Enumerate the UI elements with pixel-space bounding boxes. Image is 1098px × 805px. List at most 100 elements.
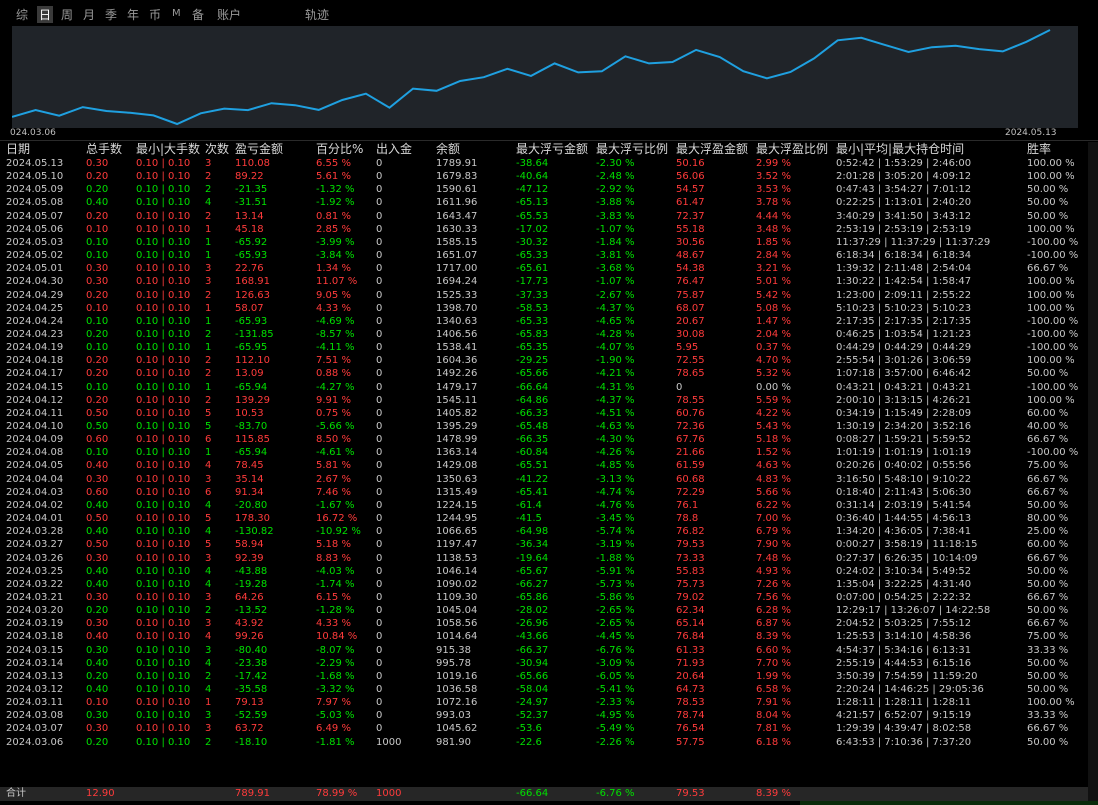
table-cell: 1:39:32 | 2:11:48 | 2:54:04 — [836, 263, 972, 275]
table-row[interactable]: 2024.04.18 0.20 0.10 | 0.10 2 112.10 7.51 % 0 1… — [0, 354, 1088, 367]
table-row[interactable]: 2024.04.05 0.40 0.10 | 0.10 4 78.45 5.81 % 0 14… — [0, 459, 1088, 472]
column-header[interactable]: 最小|大手数 — [136, 142, 201, 156]
tab-0[interactable]: 综 — [16, 8, 29, 22]
table-cell: 6.49 % — [316, 723, 351, 735]
table-row[interactable]: 2024.05.03 0.10 0.10 | 0.10 1 -65.92 -3.99 % 0… — [0, 236, 1088, 249]
table-row[interactable]: 2024.03.06 0.20 0.10 | 0.10 2 -18.10 -1.81 % 1… — [0, 736, 1088, 749]
table-cell: -4.69 % — [316, 315, 355, 327]
tab-10[interactable]: 轨迹 — [305, 8, 330, 22]
table-cell: 0 — [376, 381, 383, 393]
table-row[interactable]: 2024.04.15 0.10 0.10 | 0.10 1 -65.94 -4.27 % 0… — [0, 381, 1088, 394]
table-row[interactable]: 2024.05.07 0.20 0.10 | 0.10 2 13.14 0.81 % 0 16… — [0, 210, 1088, 223]
table-row[interactable]: 2024.04.24 0.10 0.10 | 0.10 1 -65.93 -4.69 % 0… — [0, 315, 1088, 328]
table-row[interactable]: 2024.03.18 0.40 0.10 | 0.10 4 99.26 10.84 % 0 1… — [0, 630, 1088, 643]
tab-1[interactable]: 日 — [37, 6, 54, 23]
table-cell: 4 — [205, 460, 212, 472]
column-header[interactable]: 胜率 — [1027, 142, 1052, 156]
tab-2[interactable]: 周 — [61, 8, 74, 22]
table-row[interactable]: 2024.05.13 0.30 0.10 | 0.10 3 110.08 6.55 % 0 1… — [0, 157, 1088, 170]
table-row[interactable]: 2024.05.01 0.30 0.10 | 0.10 3 22.76 1.34 % 0 17… — [0, 262, 1088, 275]
table-row[interactable]: 2024.03.25 0.40 0.10 | 0.10 4 -43.88 -4.03 % 0… — [0, 565, 1088, 578]
table-row[interactable]: 2024.05.02 0.10 0.10 | 0.10 1 -65.93 -3.84 % 0… — [0, 249, 1088, 262]
table-cell: 78.45 — [235, 460, 264, 472]
table-cell: 2024.03.22 — [6, 578, 64, 590]
table-row[interactable]: 2024.04.19 0.10 0.10 | 0.10 1 -65.95 -4.11 % 0… — [0, 341, 1088, 354]
table-row[interactable]: 2024.04.01 0.50 0.10 | 0.10 5 178.30 16.72 % 0… — [0, 512, 1088, 525]
table-row[interactable]: 2024.05.06 0.10 0.10 | 0.10 1 45.18 2.85 % 0 16… — [0, 223, 1088, 236]
column-header[interactable]: 出入金 — [376, 142, 413, 156]
table-row[interactable]: 2024.03.13 0.20 0.10 | 0.10 2 -17.42 -1.68 % 0… — [0, 670, 1088, 683]
table-row[interactable]: 2024.03.11 0.10 0.10 | 0.10 1 79.13 7.97 % 0 10… — [0, 696, 1088, 709]
table-cell: -23.38 — [235, 657, 268, 669]
table-cell: 2024.05.08 — [6, 197, 64, 209]
column-header[interactable]: 最大浮盈金额 — [676, 142, 749, 156]
table-cell: 0.20 — [86, 736, 109, 748]
column-header[interactable]: 最大浮亏金额 — [516, 142, 589, 156]
column-header[interactable]: 盈亏金额 — [235, 142, 284, 156]
table-row[interactable]: 2024.04.12 0.20 0.10 | 0.10 2 139.29 9.91 % 0 1… — [0, 394, 1088, 407]
table-row[interactable]: 2024.03.21 0.30 0.10 | 0.10 3 64.26 6.15 % 0 11… — [0, 591, 1088, 604]
table-row[interactable]: 2024.04.25 0.10 0.10 | 0.10 1 58.07 4.33 % 0 13… — [0, 302, 1088, 315]
column-header[interactable]: 最小|平均|最大持仓时间 — [836, 142, 965, 156]
table-cell: -3.83 % — [596, 210, 635, 222]
table-row[interactable]: 2024.04.29 0.20 0.10 | 0.10 2 126.63 9.05 % 0 1… — [0, 289, 1088, 302]
table-cell: 0.20 — [86, 210, 109, 222]
table-cell: -8.07 % — [316, 644, 355, 656]
table-row[interactable]: 2024.03.07 0.30 0.10 | 0.10 3 63.72 6.49 % 0 10… — [0, 722, 1088, 735]
table-row[interactable]: 2024.04.04 0.30 0.10 | 0.10 3 35.14 2.67 % 0 13… — [0, 473, 1088, 486]
table-cell: -21.35 — [235, 184, 268, 196]
table-row[interactable]: 2024.04.30 0.30 0.10 | 0.10 3 168.91 11.07 % 0… — [0, 275, 1088, 288]
table-row[interactable]: 2024.04.23 0.20 0.10 | 0.10 2 -131.85 -8.57 %… — [0, 328, 1088, 341]
tab-3[interactable]: 月 — [83, 8, 96, 22]
table-row[interactable]: 2024.05.09 0.20 0.10 | 0.10 2 -21.35 -1.32 % 0… — [0, 183, 1088, 196]
table-row[interactable]: 2024.04.09 0.60 0.10 | 0.10 6 115.85 8.50 % 0 1… — [0, 433, 1088, 446]
column-header[interactable]: 总手数 — [86, 142, 123, 156]
table-row[interactable]: 2024.04.17 0.20 0.10 | 0.10 2 13.09 0.88 % 0 14… — [0, 367, 1088, 380]
table-row[interactable]: 2024.05.08 0.40 0.10 | 0.10 4 -31.51 -1.92 % 0… — [0, 196, 1088, 209]
table-cell: 1406.56 — [436, 328, 478, 340]
table-cell: 1679.83 — [436, 171, 478, 183]
table-row[interactable]: 2024.04.08 0.10 0.10 | 0.10 1 -65.94 -4.61 % 0… — [0, 446, 1088, 459]
column-header[interactable]: 百分比% — [316, 142, 364, 156]
table-cell: 1000 — [376, 736, 402, 748]
column-header[interactable]: 最大浮盈比例 — [756, 142, 829, 156]
table-cell: 6.87 % — [756, 618, 791, 630]
column-header[interactable]: 次数 — [205, 142, 230, 156]
table-row[interactable]: 2024.03.26 0.30 0.10 | 0.10 3 92.39 8.83 % 0 11… — [0, 552, 1088, 565]
tab-5[interactable]: 年 — [127, 8, 140, 22]
table-row[interactable]: 2024.03.08 0.30 0.10 | 0.10 3 -52.59 -5.03 % 0… — [0, 709, 1088, 722]
table-cell: 0:18:40 | 2:11:43 | 5:06:30 — [836, 486, 972, 498]
table-row[interactable]: 2024.03.27 0.50 0.10 | 0.10 5 58.94 5.18 % 0 11… — [0, 538, 1088, 551]
column-header[interactable]: 最大浮亏比例 — [596, 142, 669, 156]
table-row[interactable]: 2024.03.12 0.40 0.10 | 0.10 4 -35.58 -3.32 % 0… — [0, 683, 1088, 696]
table-cell: 91.34 — [235, 486, 264, 498]
column-header[interactable]: 余额 — [436, 142, 461, 156]
tab-6[interactable]: 币 — [149, 8, 162, 22]
table-cell: 139.29 — [235, 394, 270, 406]
table-row[interactable]: 2024.05.10 0.20 0.10 | 0.10 2 89.22 5.61 % 0 16… — [0, 170, 1088, 183]
tab-7[interactable]: M — [172, 8, 181, 19]
table-row[interactable]: 2024.04.11 0.50 0.10 | 0.10 5 10.53 0.75 % 0 14… — [0, 407, 1088, 420]
table-row[interactable]: 2024.04.10 0.50 0.10 | 0.10 5 -83.70 -5.66 % 0… — [0, 420, 1088, 433]
table-row[interactable]: 2024.03.28 0.40 0.10 | 0.10 4 -130.82 -10.92 … — [0, 525, 1088, 538]
table-row[interactable]: 2024.04.03 0.60 0.10 | 0.10 6 91.34 7.46 % 0 13… — [0, 486, 1088, 499]
table-row[interactable]: 2024.03.20 0.20 0.10 | 0.10 2 -13.52 -1.28 % 0… — [0, 604, 1088, 617]
table-row[interactable]: 2024.03.22 0.40 0.10 | 0.10 4 -19.28 -1.74 % 0… — [0, 578, 1088, 591]
table-cell: -61.4 — [516, 499, 542, 511]
table-row[interactable]: 2024.03.15 0.30 0.10 | 0.10 3 -80.40 -8.07 % 0… — [0, 644, 1088, 657]
table-row[interactable]: 2024.03.14 0.40 0.10 | 0.10 4 -23.38 -2.29 % 0… — [0, 657, 1088, 670]
tab-8[interactable]: 备 — [192, 8, 205, 22]
table-cell: 0.20 — [86, 328, 109, 340]
table-cell: -30.32 — [516, 236, 549, 248]
table-cell: -4.11 % — [316, 342, 355, 354]
column-header[interactable]: 日期 — [6, 142, 31, 156]
table-cell: 4.83 % — [756, 473, 791, 485]
table-cell: 2024.04.23 — [6, 328, 64, 340]
vertical-scrollbar[interactable] — [1088, 142, 1098, 802]
table-cell: 0:31:14 | 2:03:19 | 5:41:54 — [836, 499, 972, 511]
table-row[interactable]: 2024.04.02 0.40 0.10 | 0.10 4 -20.80 -1.67 % 0… — [0, 499, 1088, 512]
table-cell: 61.33 — [676, 644, 705, 656]
tab-9[interactable]: 账户 — [217, 8, 242, 22]
tab-4[interactable]: 季 — [105, 8, 118, 22]
table-row[interactable]: 2024.03.19 0.30 0.10 | 0.10 3 43.92 4.33 % 0 10… — [0, 617, 1088, 630]
